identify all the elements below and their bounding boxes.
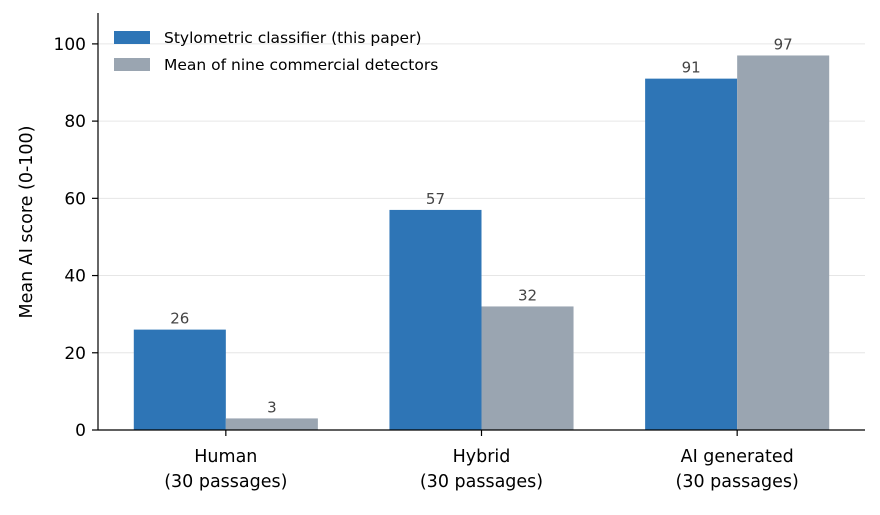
x-tick-label-line: (30 passages) [420,472,543,492]
y-tick-label-80: 80 [64,112,86,132]
x-tick-label-2: AI generated (30 passages) [676,447,799,492]
bars-layer [133,55,830,430]
bar-1-2 [737,55,830,430]
labels-layer: 0 20 40 60 80 100 Human (30 passages) 26 3 Hybrid (… [54,35,799,492]
data-label-1-0: 3 [267,398,277,416]
axes-layer [92,13,865,436]
legend: Stylometric classifier (this paper) Mean … [114,29,438,74]
data-label-0-2: 91 [682,59,701,77]
bar-0-1 [389,209,482,430]
bar-0-0 [133,329,226,430]
x-tick-label-line: Human [194,447,257,467]
y-tick-label-100: 100 [54,35,86,55]
x-tick-label-line: (30 passages) [164,472,287,492]
y-tick-label-60: 60 [64,189,86,209]
x-tick-label-line: AI generated [681,447,794,467]
data-label-0-0: 26 [170,310,189,328]
y-tick-label-0: 0 [75,421,86,441]
legend-label-1: Mean of nine commercial detectors [164,56,438,74]
legend-label-0: Stylometric classifier (this paper) [164,29,422,47]
legend-swatch-1 [114,58,150,71]
data-label-1-2: 97 [774,35,793,53]
y-tick-label-20: 20 [64,344,86,364]
data-label-1-1: 32 [518,286,537,304]
bar-1-0 [225,418,318,430]
x-tick-label-line: Hybrid [453,447,511,467]
y-tick-label-40: 40 [64,267,86,287]
x-tick-label-1: Hybrid (30 passages) [420,447,543,492]
data-label-0-1: 57 [426,190,445,208]
legend-swatch-0 [114,31,150,44]
y-axis-title: Mean AI score (0-100) [17,125,37,318]
x-tick-label-line: (30 passages) [676,472,799,492]
bar-0-2 [645,78,738,430]
x-tick-label-0: Human (30 passages) [164,447,287,492]
bar-1-1 [481,306,574,430]
